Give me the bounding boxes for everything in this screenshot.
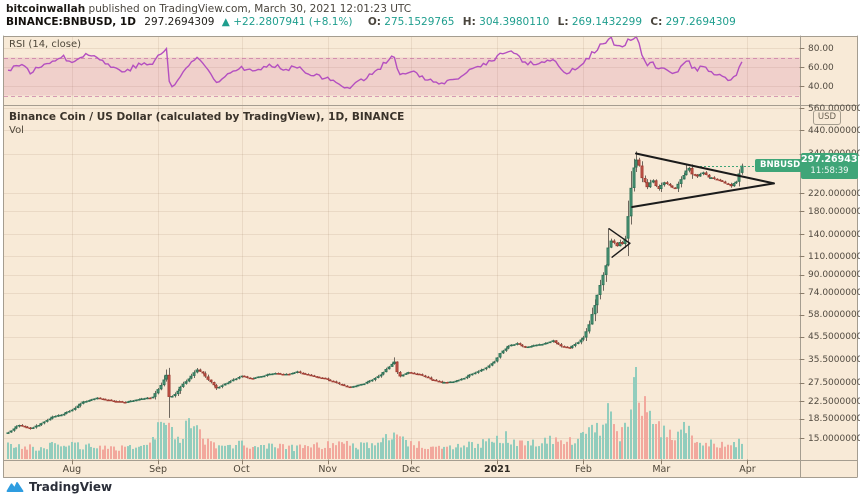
open-value: 275.1529765 [384, 16, 455, 28]
price-tick-label: 58.0000000 [808, 310, 860, 321]
price-tick-label: 140.0000000 [808, 229, 860, 240]
high-value: 304.3980110 [479, 16, 550, 28]
price-tick-label: 45.5000000 [808, 332, 860, 343]
price-tick-label: 22.5000000 [808, 396, 860, 407]
main-pane-title: Binance Coin / US Dollar (calculated by … [9, 111, 405, 123]
publish-info: published on TradingView.com, March 30, … [85, 3, 412, 15]
time-tick-label: Feb [575, 464, 592, 475]
time-tick-label: 2021 [484, 464, 511, 475]
price-tick-label: 560.0000000 [808, 103, 860, 114]
time-tick-label: Apr [739, 464, 756, 475]
currency-unit-button[interactable]: USD [813, 110, 841, 125]
price-tick-label: 440.0000000 [808, 125, 860, 136]
rsi-tick-label: 40.00 [808, 81, 834, 92]
low-value: 269.1432299 [571, 16, 643, 28]
rsi-pane-title: RSI (14, close) [9, 39, 82, 50]
last-price-value: 297.2694309 [801, 153, 860, 165]
last-price: 297.2694309 [144, 16, 215, 28]
low-label: L: [557, 16, 569, 28]
volume-indicator-label: Vol [9, 125, 24, 136]
price-tick-label: 180.0000000 [808, 206, 860, 217]
high-label: H: [462, 16, 476, 28]
symbol-price-line-badge[interactable]: BNBUSD [755, 158, 806, 172]
time-tick-label: Aug [62, 464, 82, 475]
price-tick-label: 220.0000000 [808, 188, 860, 199]
countdown-timer: 11:58:39 [810, 165, 849, 176]
publish-caption: bitcoinwallah published on TradingView.c… [6, 3, 411, 15]
rsi-tick-label: 60.00 [808, 62, 834, 73]
time-tick-label: Mar [652, 464, 671, 475]
time-tick-label: Oct [233, 464, 250, 475]
tradingview-wordmark: TradingView [29, 480, 113, 494]
symbol-status-line: BINANCE:BNBUSD, 1D 297.2694309 ▲ +22.280… [6, 16, 736, 28]
price-tick-label: 27.5000000 [808, 378, 860, 389]
close-label: C: [650, 16, 663, 28]
time-tick-label: Sep [149, 464, 168, 475]
price-tick-label: 90.0000000 [808, 270, 860, 281]
close-value: 297.2694309 [665, 16, 736, 28]
open-label: O: [367, 16, 381, 28]
price-tick-label: 110.0000000 [808, 251, 860, 262]
price-tick-label: 15.0000000 [808, 433, 860, 444]
last-price-axis-label: 297.2694309 11:58:39 [801, 152, 860, 179]
author-name: bitcoinwallah [6, 3, 86, 15]
time-tick-label: Nov [318, 464, 337, 475]
rsi-tick-label: 80.00 [808, 43, 834, 54]
time-tick-label: Dec [401, 464, 421, 475]
symbol-name: BINANCE:BNBUSD, 1D [6, 16, 136, 28]
price-tick-label: 18.5000000 [808, 414, 860, 425]
tradingview-logo-icon [6, 482, 24, 492]
price-change: ▲ +22.2807941 (+8.1%) [221, 16, 353, 28]
tradingview-attribution[interactable]: TradingView [6, 480, 112, 494]
price-tick-label: 35.5000000 [808, 354, 860, 365]
price-tick-label: 74.0000000 [808, 288, 860, 298]
